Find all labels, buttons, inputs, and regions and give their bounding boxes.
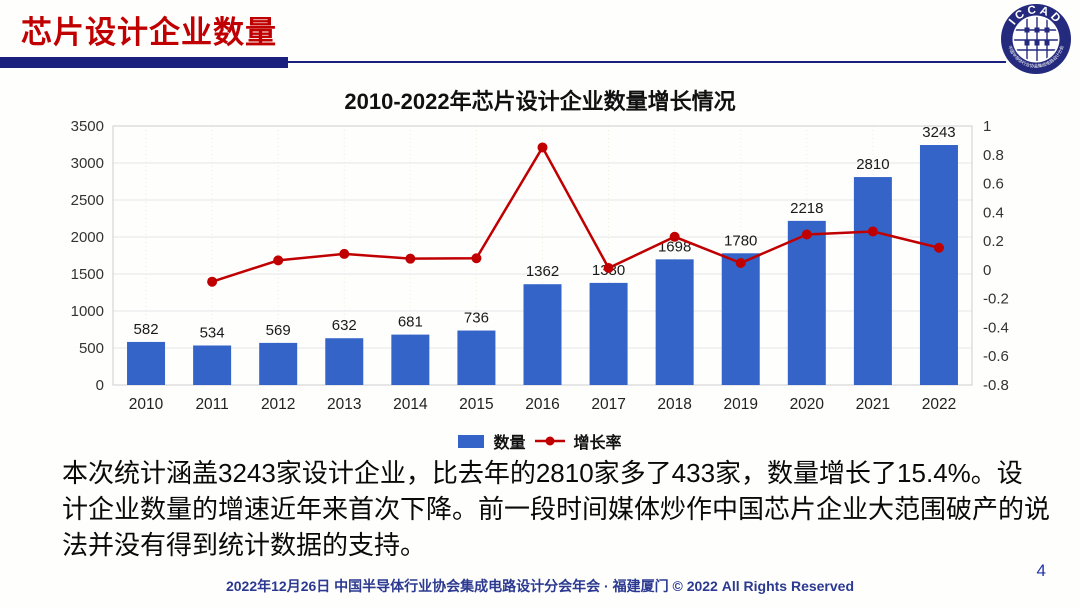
growth-point [933, 242, 944, 253]
growth-point [867, 226, 878, 237]
left-axis-tick: 3500 [71, 118, 104, 135]
x-axis-label: 2012 [261, 396, 295, 413]
x-axis-label: 2013 [327, 396, 361, 413]
bar [325, 338, 364, 385]
x-axis-label: 2014 [393, 396, 428, 413]
right-axis-tick: 0.4 [983, 204, 1004, 221]
left-axis-tick: 1000 [71, 303, 104, 320]
bar [127, 341, 166, 385]
x-axis-label: 2016 [525, 396, 559, 413]
bar [655, 259, 694, 385]
x-axis-label: 2015 [459, 396, 493, 413]
x-axis-label: 2022 [922, 396, 956, 413]
title-underline-bar [0, 57, 288, 68]
left-axis-tick: 2000 [71, 229, 104, 246]
right-axis-tick: -0.6 [983, 348, 1009, 365]
x-axis-label: 2010 [129, 396, 164, 413]
bar-label: 632 [332, 317, 357, 334]
logo-inner-circle [1012, 15, 1060, 63]
bar [259, 342, 298, 385]
x-axis-label: 2017 [591, 396, 625, 413]
body-line-1: 本次统计涵盖3243家设计企业，比去年的2810家多了433家，数量增长了15.… [62, 458, 1023, 488]
page-number: 4 [1036, 561, 1046, 580]
bar [523, 284, 562, 385]
growth-point [339, 248, 350, 259]
legend-line-swatch [534, 436, 565, 446]
bar-label: 582 [134, 321, 159, 338]
growth-point [801, 229, 812, 240]
bar [787, 220, 826, 385]
logo-die-pads [1024, 27, 1050, 46]
bar-label: 569 [266, 322, 291, 339]
right-axis-tick: -0.4 [983, 319, 1009, 336]
legend-bar-swatch [458, 434, 485, 448]
bar-label: 2810 [856, 156, 889, 173]
bar-label: 1362 [526, 263, 559, 280]
bar-label: 1780 [724, 232, 757, 249]
chart-title: 2010-2022年芯片设计企业数量增长情况 [344, 89, 736, 114]
bar [457, 330, 496, 385]
growth-line [211, 144, 940, 283]
growth-point [603, 263, 614, 274]
x-axis-label: 2018 [657, 396, 691, 413]
left-axis-tick: 3000 [71, 155, 104, 172]
growth-point [735, 257, 746, 268]
bar-label: 3243 [922, 124, 955, 141]
bar-label: 681 [398, 314, 423, 331]
page-title: 芯片设计企业数量 [21, 15, 277, 50]
body-line-3: 法并没有得到统计数据的支持。 [62, 530, 427, 560]
growth-point [537, 142, 548, 153]
x-axis-label: 2019 [723, 396, 757, 413]
left-axis-tick: 1500 [71, 266, 104, 283]
bar [853, 177, 892, 385]
right-axis-tick: -0.2 [983, 291, 1009, 308]
bar [919, 145, 958, 385]
bar-label: 2218 [790, 200, 823, 217]
x-axis-label: 2011 [195, 396, 228, 413]
growth-point [273, 255, 284, 266]
title-underline-line [288, 61, 1006, 63]
logo-die-grid [1014, 17, 1058, 61]
x-axis-label: 2021 [856, 396, 890, 413]
growth-point [405, 253, 416, 264]
right-axis-tick: -0.8 [983, 377, 1009, 394]
growth-point [669, 231, 680, 242]
bar-label: 534 [200, 324, 225, 341]
right-axis-tick: 0 [983, 262, 991, 279]
x-axis-label: 2020 [790, 396, 825, 413]
footer-text: 2022年12月26日 中国半导体行业协会集成电路设计分会年会 · 福建厦门 ©… [225, 578, 854, 594]
right-axis-tick: 0.6 [983, 176, 1004, 193]
body-text: 本次统计涵盖3243家设计企业，比去年的2810家多了433家，数量增长了15.… [62, 455, 1051, 563]
right-axis-tick: 0.8 [983, 147, 1004, 164]
iccad-logo: ICCAD 中国半导体行业协会集成电路设计分会 [1001, 4, 1071, 74]
bar [391, 334, 430, 385]
chart-legend: 数量 增长率 [0, 429, 1080, 453]
legend-bar-label: 数量 [493, 435, 526, 452]
bar-label: 1698 [658, 238, 691, 255]
growth-point [207, 276, 218, 287]
bar [589, 282, 628, 385]
bar-label: 736 [464, 310, 489, 327]
chart-plot: 5825345696326817361362138016981780221828… [71, 118, 1009, 413]
left-axis-tick: 2500 [71, 192, 104, 209]
right-axis-tick: 0.2 [983, 233, 1004, 250]
growth-point [471, 253, 482, 264]
left-axis-tick: 0 [96, 377, 104, 394]
legend-line-label: 增长率 [573, 435, 622, 452]
right-axis-tick: 1 [983, 118, 991, 135]
legend-line-dot [545, 436, 554, 446]
body-line-2: 计企业数量的增速近年来首次下降。前一段时间媒体炒作中国芯片企业大范围破产的说 [62, 494, 1051, 524]
left-axis-tick: 500 [79, 340, 104, 357]
bar [721, 253, 760, 385]
bar [193, 345, 232, 385]
